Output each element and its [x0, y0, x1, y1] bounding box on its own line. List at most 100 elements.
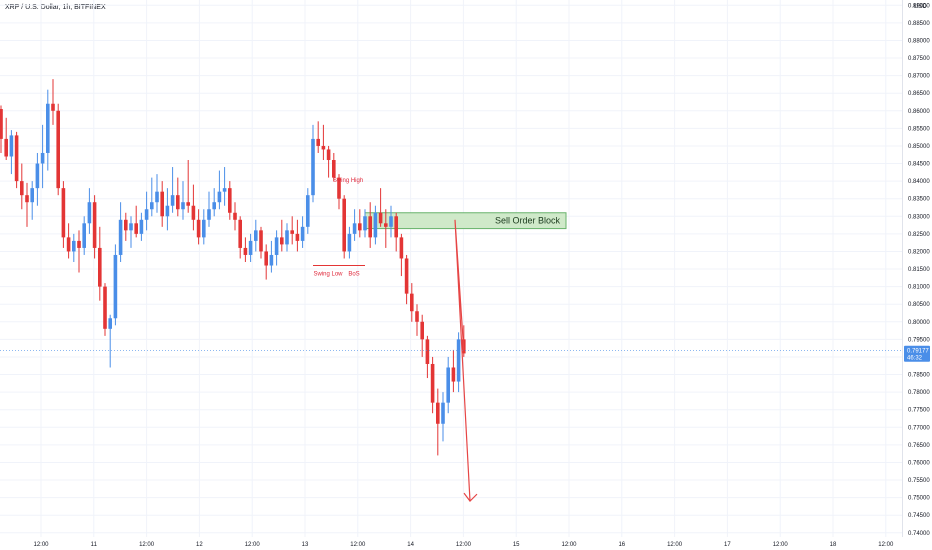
candle-body [87, 202, 92, 224]
candlesticks [0, 79, 466, 456]
y-tick-label: 0.77500 [908, 408, 930, 414]
x-tick-label: 12:00 [456, 542, 472, 548]
y-tick-label: 0.76000 [908, 460, 930, 466]
candle-body [352, 223, 357, 234]
candle-body [306, 195, 310, 227]
y-tick-label: 0.83500 [908, 197, 930, 203]
candle-body [196, 219, 201, 238]
candle-body [441, 402, 445, 424]
y-tick-label: 0.84500 [908, 162, 930, 168]
candle-body [425, 339, 430, 364]
x-tick-label: 12:00 [350, 542, 366, 548]
candle-body [108, 318, 112, 329]
candle-body [274, 237, 279, 255]
x-tick-label: 11 [91, 542, 98, 548]
y-tick-label: 0.80500 [908, 302, 930, 308]
candle-body [399, 237, 404, 259]
swing-low-label: Swing Low [313, 272, 343, 278]
candle-body [20, 181, 24, 196]
y-tick-label: 0.85000 [908, 144, 930, 150]
candle-body [264, 251, 268, 266]
candle-body [233, 212, 237, 220]
candle-body [321, 145, 326, 150]
x-tick-label: 12:00 [878, 542, 894, 548]
y-tick-label: 0.78000 [908, 390, 930, 396]
candle-body [394, 216, 398, 238]
candle-body [436, 402, 440, 424]
y-tick-label: 0.75000 [908, 496, 930, 502]
x-tick-label: 12:00 [561, 542, 577, 548]
y-tick-label: 0.88500 [908, 21, 930, 27]
y-tick-label: 0.79500 [908, 337, 930, 343]
y-tick-label: 0.81500 [908, 267, 930, 273]
candle-body [269, 254, 274, 266]
gridlines [0, 0, 902, 537]
candle-body [368, 216, 372, 238]
x-tick-label: 13 [302, 542, 309, 548]
x-tick-label: 16 [618, 542, 625, 548]
candle-body [82, 223, 86, 248]
y-tick-label: 0.87000 [908, 74, 930, 80]
price-axis[interactable]: 0.89000 0.88500 0.88000 0.87500 0.87000 0.865… [908, 3, 930, 537]
candle-body [217, 191, 222, 203]
candle-body [373, 212, 378, 238]
x-tick-label: 12:00 [139, 542, 155, 548]
x-tick-label: 12:00 [33, 542, 49, 548]
candle-body [129, 223, 133, 231]
y-tick-label: 0.75500 [908, 478, 930, 484]
candle-body [181, 202, 185, 210]
candle-body [389, 216, 393, 227]
candle-body [337, 177, 341, 199]
candle-body [170, 195, 175, 206]
y-tick-label: 0.78500 [908, 373, 930, 379]
candle-body [202, 219, 206, 238]
y-tick-label: 0.85500 [908, 126, 930, 132]
candle-body [254, 230, 258, 241]
time-axis[interactable]: 12:00 11 12:00 12 12:00 13 12:00 14 12:00 15 12:00… [33, 542, 893, 548]
candle-body [342, 198, 346, 252]
candle-body [51, 103, 55, 111]
candle-body [66, 237, 71, 252]
x-tick-label: 12:00 [667, 542, 683, 548]
candle-body [113, 254, 118, 319]
candle-body [139, 219, 144, 234]
x-tick-label: 17 [724, 542, 731, 548]
candle-body [446, 367, 450, 403]
candle-body [98, 247, 102, 287]
candle-body [332, 160, 336, 178]
candle-body [118, 219, 123, 255]
candle-body [228, 188, 232, 213]
bos-label: BoS [348, 272, 359, 278]
candle-body [77, 240, 81, 248]
candle-body [316, 138, 320, 146]
x-tick-label: 15 [513, 542, 520, 548]
y-tick-label: 0.88000 [908, 38, 930, 44]
candle-body [451, 367, 456, 382]
candle-body [222, 188, 227, 192]
swing-high-label: Swing High [333, 178, 363, 184]
y-tick-label: 0.86500 [908, 91, 930, 97]
candle-body [35, 163, 40, 189]
candle-body [0, 109, 3, 139]
x-tick-label: 12:00 [773, 542, 789, 548]
y-tick-label: 0.80000 [908, 320, 930, 326]
y-tick-label: 0.81000 [908, 285, 930, 291]
y-tick-label: 0.87500 [908, 56, 930, 62]
candle-body [92, 202, 97, 248]
candle-body [40, 152, 45, 164]
candle-body [9, 135, 14, 157]
projection-path [454, 219, 471, 502]
y-tick-label: 0.76500 [908, 443, 930, 449]
current-price-value: 0.79177 [907, 349, 929, 355]
currency-label: USD [914, 4, 927, 10]
candle-body [243, 247, 248, 255]
arrow-head [463, 492, 478, 503]
y-tick-label: 0.74000 [908, 531, 930, 537]
y-tick-label: 0.89000 [908, 3, 930, 9]
x-tick-label: 14 [407, 542, 414, 548]
candle-body [311, 138, 315, 196]
candle-body [238, 219, 242, 248]
candle-body [191, 205, 196, 220]
candle-body [384, 223, 388, 227]
